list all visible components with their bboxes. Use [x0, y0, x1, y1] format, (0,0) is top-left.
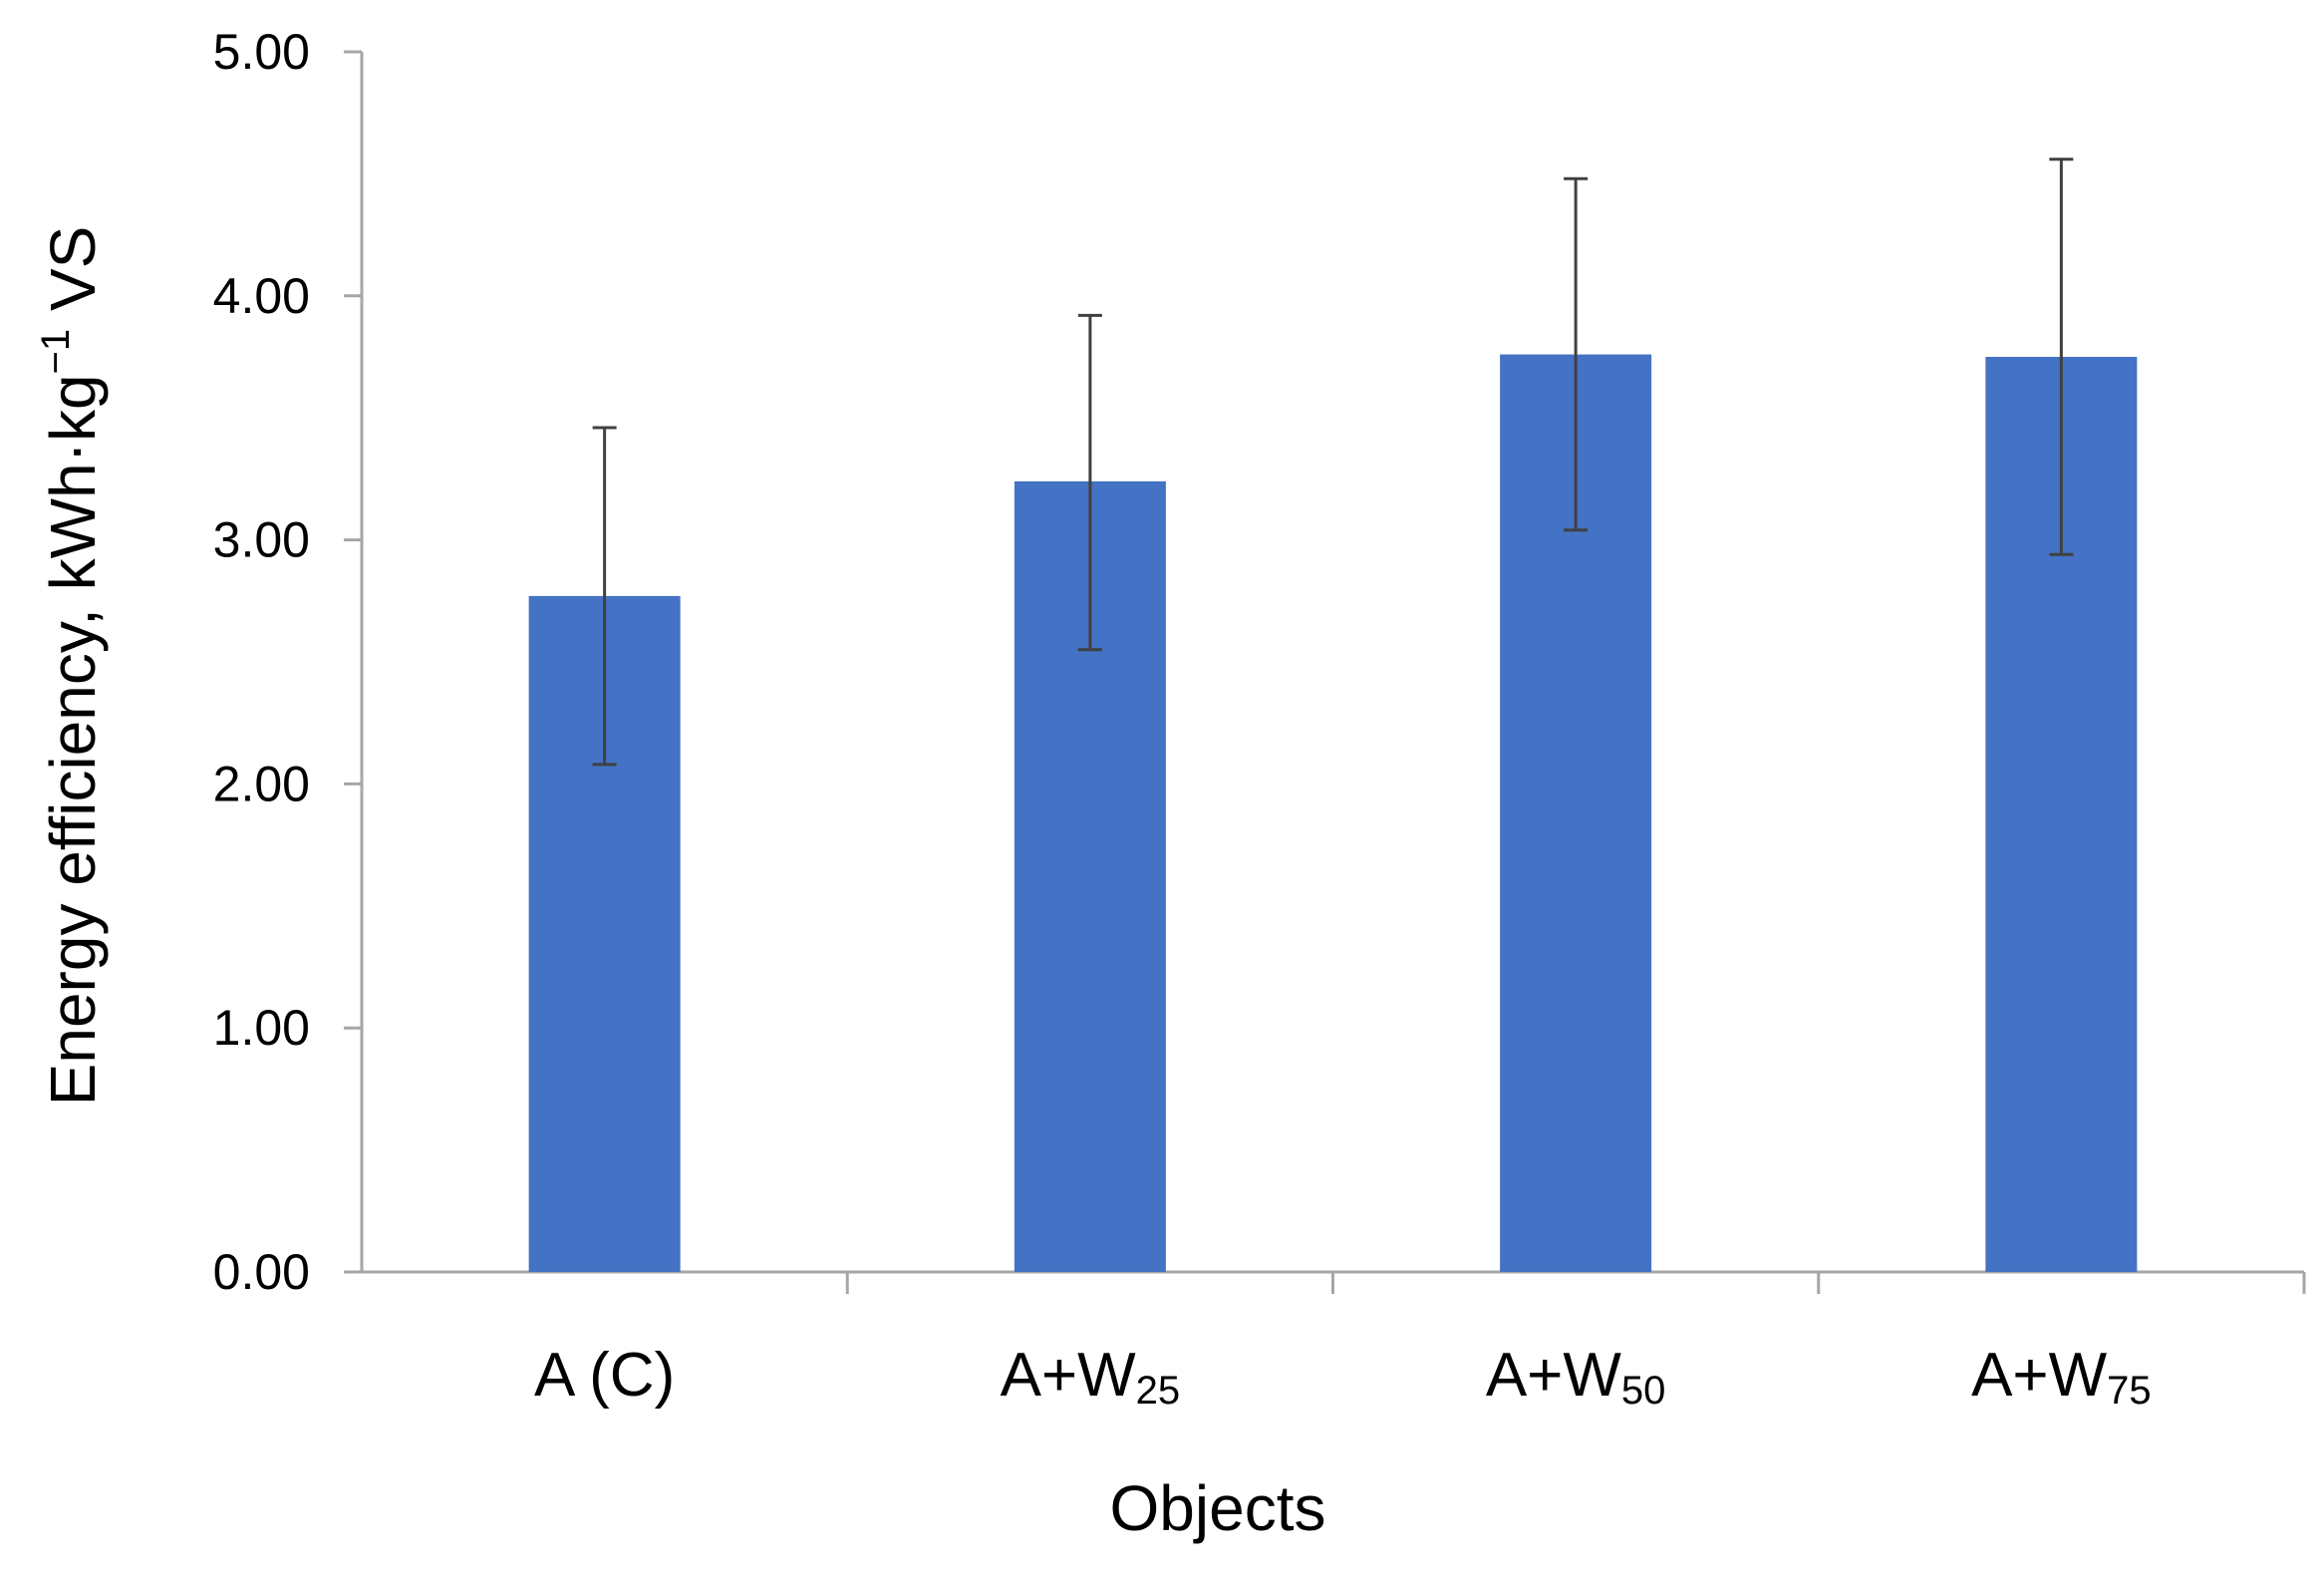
x-tick-label-main: A+W — [1486, 1341, 1622, 1410]
x-tick-label-main: A+W — [1001, 1341, 1137, 1410]
x-tick-label-main: A+W — [1971, 1341, 2108, 1410]
x-tick-label: A+W50 — [1486, 1341, 1666, 1413]
error-bars — [592, 158, 2074, 767]
x-tick-label-subscript: 25 — [1136, 1369, 1181, 1413]
axes — [344, 50, 2306, 1294]
y-tick-label: 4.00 — [213, 268, 310, 324]
y-axis-title: Energy efficiency, kWh·kg−1 VS — [34, 226, 109, 1107]
x-tick-label-main: A (C) — [534, 1341, 675, 1410]
x-tick-label: A+W25 — [1001, 1341, 1181, 1413]
y-tick-label: 1.00 — [213, 1000, 310, 1056]
x-tick-label-subscript: 75 — [2107, 1369, 2152, 1413]
x-axis-title: Objects — [1110, 1472, 1326, 1544]
y-axis-title-suffix: VS — [37, 226, 109, 329]
y-axis-title-superscript: −1 — [34, 329, 78, 375]
x-tick-label: A+W75 — [1971, 1341, 2152, 1413]
y-tick-label: 3.00 — [213, 512, 310, 568]
y-tick-label: 5.00 — [213, 24, 310, 80]
x-tick-label-subscript: 50 — [1621, 1369, 1666, 1413]
bars — [528, 354, 2138, 1272]
y-tick-label: 2.00 — [213, 756, 310, 811]
y-axis-title-main: Energy efficiency, kWh·kg — [37, 374, 109, 1106]
y-tick-label: 0.00 — [213, 1244, 310, 1300]
x-tick-label: A (C) — [534, 1341, 675, 1410]
labels: 0.001.002.003.004.005.00A (C) A+W25 A+W50 A… — [213, 24, 2152, 1413]
